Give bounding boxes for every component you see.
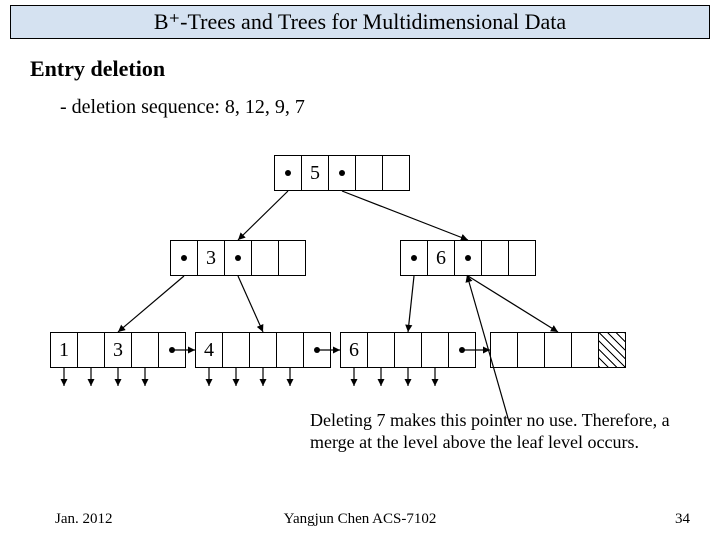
tree-cell [224,240,252,276]
tree-cell [251,240,279,276]
tree-cell [517,332,545,368]
tree-cell [490,332,518,368]
tree-cell: 5 [301,155,329,191]
tree-cell [544,332,572,368]
tree-cell [355,155,383,191]
tree-node-int_l: 3 [170,240,306,276]
tree-cell [394,332,422,368]
tree-cell [571,332,599,368]
tree-node-leaf_4 [490,332,626,368]
tree-cell [77,332,105,368]
tree-cell [598,332,626,368]
tree-node-int_r: 6 [400,240,536,276]
tree-cell [367,332,395,368]
slide: B⁺-Trees and Trees for Multidimensional … [0,0,720,540]
tree-cell [454,240,482,276]
tree-node-leaf_2: 4 [195,332,331,368]
tree-cell [276,332,304,368]
tree-node-leaf_3: 6 [340,332,476,368]
tree-cell [400,240,428,276]
tree-cell: 3 [104,332,132,368]
tree-cell [303,332,331,368]
tree-cell [274,155,302,191]
tree-node-root: 5 [274,155,410,191]
tree-cell [278,240,306,276]
tree-cell [328,155,356,191]
tree-diagram: 5361346 [0,0,720,540]
tree-cell: 3 [197,240,225,276]
tree-cell [481,240,509,276]
tree-cell: 6 [427,240,455,276]
tree-cell [170,240,198,276]
tree-cell [448,332,476,368]
tree-cell: 1 [50,332,78,368]
tree-cell [249,332,277,368]
tree-cell [421,332,449,368]
tree-cell [158,332,186,368]
tree-cell [382,155,410,191]
tree-cell: 4 [195,332,223,368]
tree-cell [131,332,159,368]
tree-cell [508,240,536,276]
tree-cell: 6 [340,332,368,368]
footer-pagenum: 34 [675,511,690,528]
tree-cell [222,332,250,368]
footer-center: Yangjun Chen ACS-7102 [0,511,720,528]
annotation-text: Deleting 7 makes this pointer no use. Th… [310,410,670,453]
tree-node-leaf_1: 13 [50,332,186,368]
